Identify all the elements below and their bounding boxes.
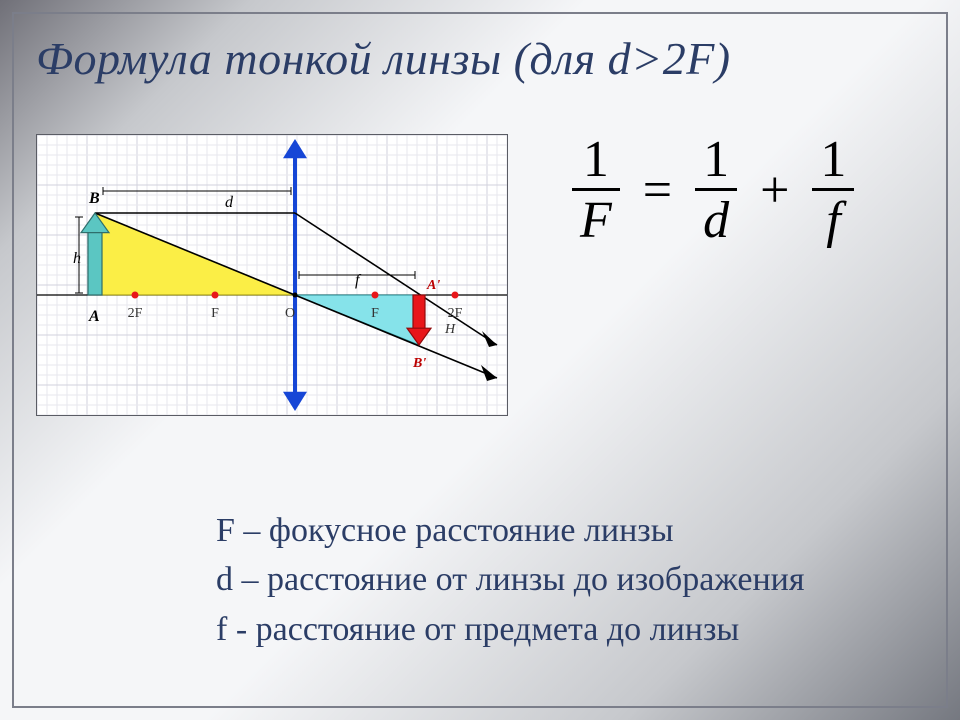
content-area: 2FFF2FBAhdOfA'B'H 1 F = 1 d + 1 f F – ф bbox=[36, 124, 924, 684]
svg-text:H: H bbox=[444, 322, 456, 337]
frac-den: F bbox=[572, 191, 620, 247]
svg-text:A: A bbox=[88, 308, 100, 325]
frac-den: d bbox=[695, 191, 737, 247]
legend-line-f: f - расстояние от предмета до линзы bbox=[216, 605, 804, 654]
frac-1-F: 1 F bbox=[572, 134, 620, 247]
svg-text:2F: 2F bbox=[448, 306, 463, 321]
slide-title: Формула тонкой линзы (для d>2F) bbox=[14, 14, 946, 91]
legend: F – фокусное расстояние линзы d – рассто… bbox=[216, 506, 804, 654]
svg-text:h: h bbox=[73, 250, 81, 267]
frac-num: 1 bbox=[695, 134, 737, 191]
slide-inner-frame: Формула тонкой линзы (для d>2F) 2F F F 2F B A… bbox=[12, 12, 948, 708]
svg-text:B': B' bbox=[412, 356, 426, 371]
equals-sign: = bbox=[639, 161, 676, 220]
frac-1-d: 1 d bbox=[695, 134, 737, 247]
lens-formula: 1 F = 1 d + 1 f bbox=[566, 134, 860, 247]
svg-text:2F: 2F bbox=[128, 306, 143, 321]
frac-1-f: 1 f bbox=[812, 134, 854, 247]
frac-den: f bbox=[812, 191, 854, 247]
svg-text:O: O bbox=[285, 306, 295, 321]
frac-num: 1 bbox=[572, 134, 620, 191]
svg-text:F: F bbox=[211, 306, 219, 321]
svg-text:d: d bbox=[225, 194, 234, 211]
legend-line-d: d – расстояние от линзы до изображения bbox=[216, 555, 804, 604]
legend-line-F: F – фокусное расстояние линзы bbox=[216, 506, 804, 555]
svg-text:A': A' bbox=[426, 278, 440, 293]
lens-diagram: 2FFF2FBAhdOfA'B'H bbox=[36, 134, 508, 416]
svg-text:B: B bbox=[88, 190, 100, 207]
svg-text:F: F bbox=[371, 306, 379, 321]
slide: Формула тонкой линзы (для d>2F) 2F F F 2F B A… bbox=[0, 0, 960, 720]
plus-sign: + bbox=[756, 161, 793, 220]
frac-num: 1 bbox=[812, 134, 854, 191]
